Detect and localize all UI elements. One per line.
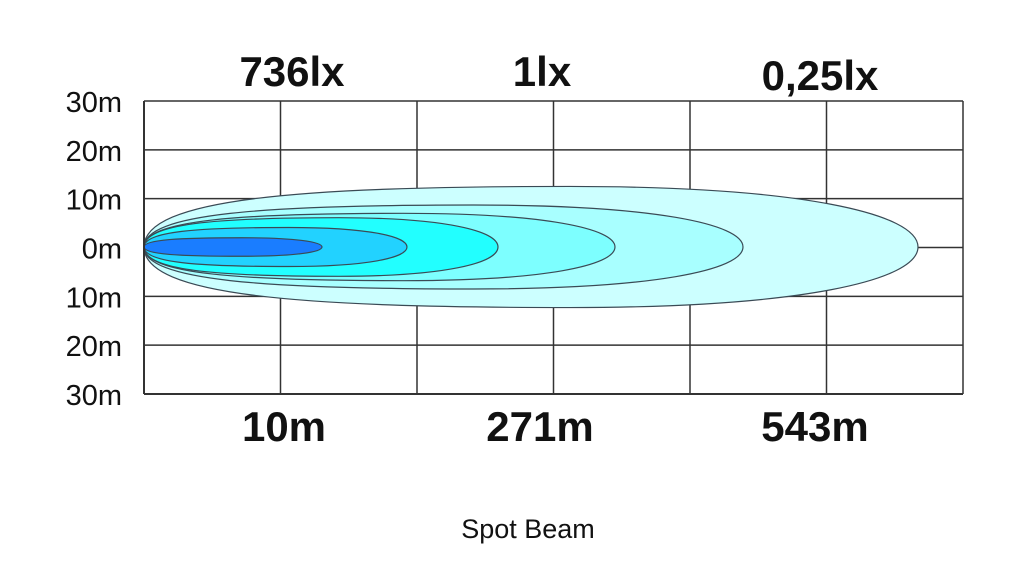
- y-tick-label: 10m: [66, 185, 122, 217]
- grid-frame: [143, 101, 963, 395]
- contours: [143, 185, 919, 309]
- contour-5: [143, 237, 323, 257]
- y-tick-label: 0m: [82, 234, 122, 266]
- y-tick-label: 20m: [66, 136, 122, 168]
- y-tick-label: 10m: [66, 282, 122, 314]
- bottom-label-3: 543m: [761, 403, 868, 450]
- top-label-1: 736lx: [239, 48, 345, 95]
- y-tick-label: 20m: [66, 331, 122, 363]
- bottom-label-2: 271m: [486, 403, 593, 450]
- top-label-2: 1lx: [513, 48, 572, 95]
- bottom-label-1: 10m: [242, 403, 326, 450]
- chart-title: Spot Beam: [461, 514, 595, 544]
- y-tick-label: 30m: [66, 380, 122, 412]
- y-tick-label: 30m: [66, 87, 122, 119]
- top-label-3: 0,25lx: [762, 52, 879, 99]
